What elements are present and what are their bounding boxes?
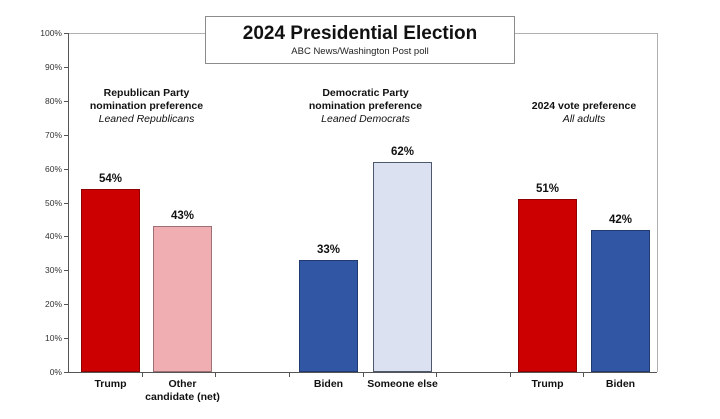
y-axis-tick-label: 10% — [44, 333, 62, 343]
y-axis-tick-label: 20% — [44, 299, 62, 309]
group-header: 2024 vote preference All adults — [499, 100, 669, 126]
y-axis-tick-label: 50% — [44, 198, 62, 208]
x-axis-tick — [436, 373, 437, 377]
bar-biden — [299, 260, 358, 372]
bar-other-candidate-(net) — [153, 226, 212, 372]
group-header: Democratic Party nomination preference Le… — [281, 87, 451, 126]
chart-subtitle: ABC News/Washington Post poll — [291, 45, 429, 57]
y-axis-tick-label: 60% — [44, 164, 62, 174]
y-axis-tick-label: 100% — [40, 28, 62, 38]
group-header: Republican Party nomination preference Le… — [62, 87, 232, 126]
y-axis-tick-label: 70% — [44, 130, 62, 140]
x-axis-tick — [289, 373, 290, 377]
bar-category-label: Someone else — [367, 378, 438, 390]
bar-value-label: 62% — [390, 146, 415, 158]
y-axis-tick — [64, 67, 68, 68]
y-axis-tick-label: 80% — [44, 96, 62, 106]
bar-someone-else — [373, 162, 432, 372]
y-axis-tick — [64, 338, 68, 339]
y-axis-tick — [64, 169, 68, 170]
y-axis-tick — [64, 372, 68, 373]
x-axis-tick — [215, 373, 216, 377]
bar-value-label: 33% — [316, 244, 341, 256]
y-axis-tick — [64, 270, 68, 271]
y-axis-tick — [64, 304, 68, 305]
group-header-title: 2024 vote preference — [531, 100, 637, 112]
chart-title: 2024 Presidential Election — [242, 22, 478, 44]
group-header-title: Republican Party nomination preference — [89, 87, 204, 112]
y-axis-tick-label: 40% — [44, 231, 62, 241]
bar-trump — [518, 199, 577, 372]
bar-trump — [81, 189, 140, 372]
x-axis-tick — [363, 373, 364, 377]
y-axis-tick — [64, 236, 68, 237]
bar-value-label: 51% — [535, 183, 560, 195]
y-axis-tick — [64, 203, 68, 204]
y-axis-line — [68, 33, 69, 373]
chart-title-box: 2024 Presidential Election ABC News/Wash… — [205, 16, 515, 64]
y-axis-tick — [64, 101, 68, 102]
x-axis-tick — [583, 373, 584, 377]
bar-category-label: Biden — [605, 378, 636, 390]
bar-category-label: Trump — [94, 378, 127, 390]
y-axis-tick — [64, 135, 68, 136]
x-axis-tick — [142, 373, 143, 377]
bar-value-label: 42% — [608, 214, 633, 226]
group-header-title: Democratic Party nomination preference — [308, 87, 423, 112]
y-axis-tick — [64, 33, 68, 34]
bar-category-label: Other candidate (net) — [145, 378, 220, 403]
bar-category-label: Biden — [313, 378, 344, 390]
x-axis-tick — [510, 373, 511, 377]
bar-biden — [591, 230, 650, 372]
bar-category-label: Trump — [531, 378, 564, 390]
group-header-subtitle: All adults — [562, 113, 606, 125]
bar-value-label: 43% — [170, 210, 195, 222]
plot-right-border — [657, 33, 658, 372]
y-axis-tick-label: 0% — [49, 367, 62, 377]
group-header-subtitle: Leaned Republicans — [98, 113, 195, 125]
bar-value-label: 54% — [98, 173, 123, 185]
group-header-subtitle: Leaned Democrats — [321, 113, 410, 125]
y-axis-tick-label: 90% — [44, 62, 62, 72]
y-axis-tick-label: 30% — [44, 265, 62, 275]
x-axis-line — [68, 372, 657, 373]
